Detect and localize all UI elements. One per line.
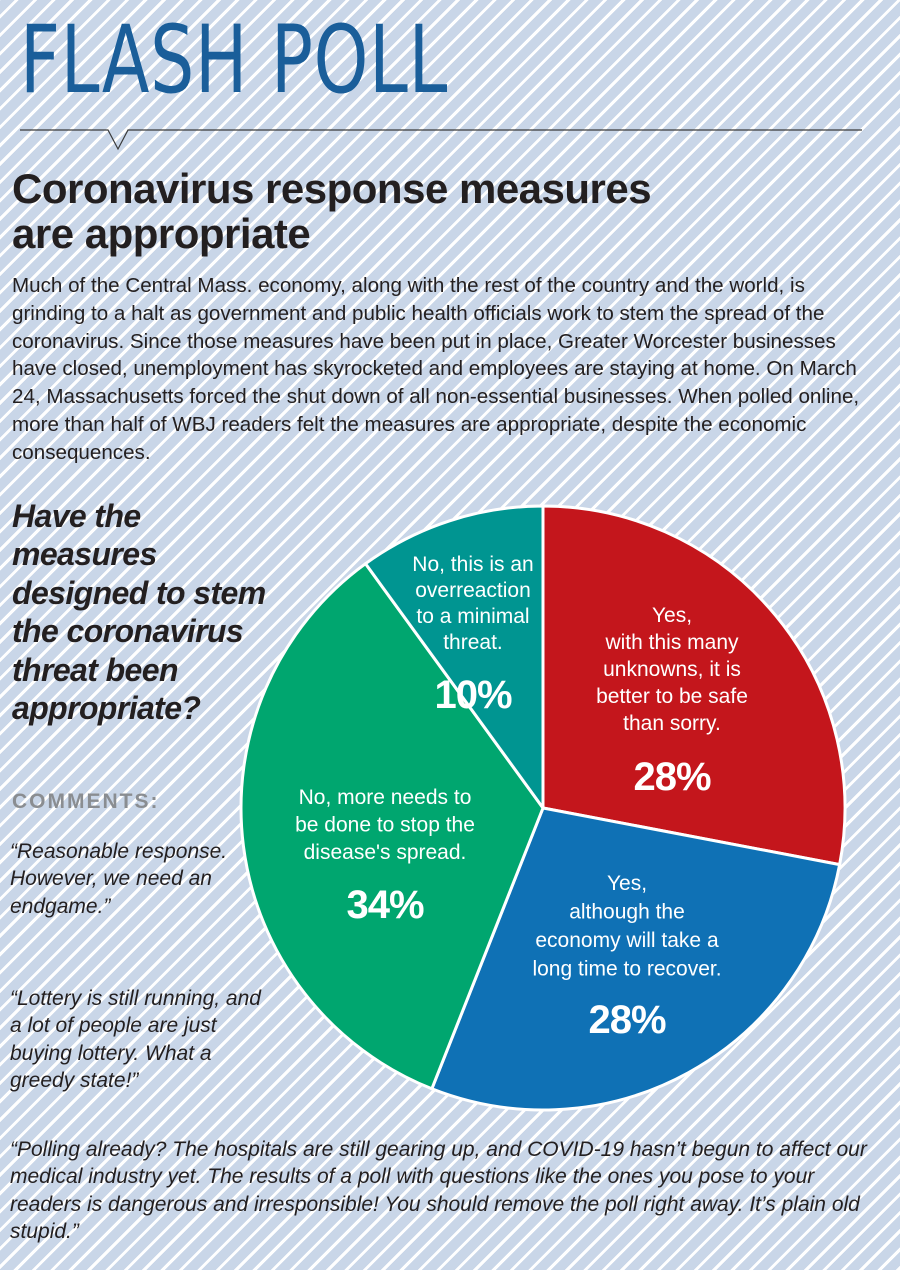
slice-percent-2: 28% [588,998,665,1042]
header-divider [20,129,862,151]
pie-slice-1 [541,504,847,867]
slice-label-1: Yes, with this many unknowns, it is better … [596,604,748,735]
intro-paragraph: Much of the Central Mass. economy, along… [12,274,860,464]
slice-label-2: Yes, although the economy will take a long … [532,872,721,981]
slice-percent-1: 28% [633,755,710,799]
headline: Coronavirus response measures are approp… [12,165,652,258]
comment-1: “Reasonable response. However, we need a… [10,840,228,918]
pie-slice-3 [239,562,545,1091]
flash-poll-title: FLASH POLL [20,6,449,115]
slice-label-4: No, this is an overreaction to a minimal th… [412,553,533,654]
pie-slice-2 [430,806,842,1112]
comment-3: “Polling already? The hospitals are stil… [10,1138,867,1243]
slice-percent-3: 34% [346,883,423,927]
comments-label: COMMENTS: [12,790,160,813]
poll-question: Have the measures designed to stem the c… [12,498,266,726]
slice-percent-4: 10% [434,673,511,717]
pie-slice-4 [363,504,545,810]
comment-2: “Lottery is still running, and a lot of … [10,987,261,1092]
slice-label-3: No, more needs to be done to stop the dise… [295,786,475,864]
